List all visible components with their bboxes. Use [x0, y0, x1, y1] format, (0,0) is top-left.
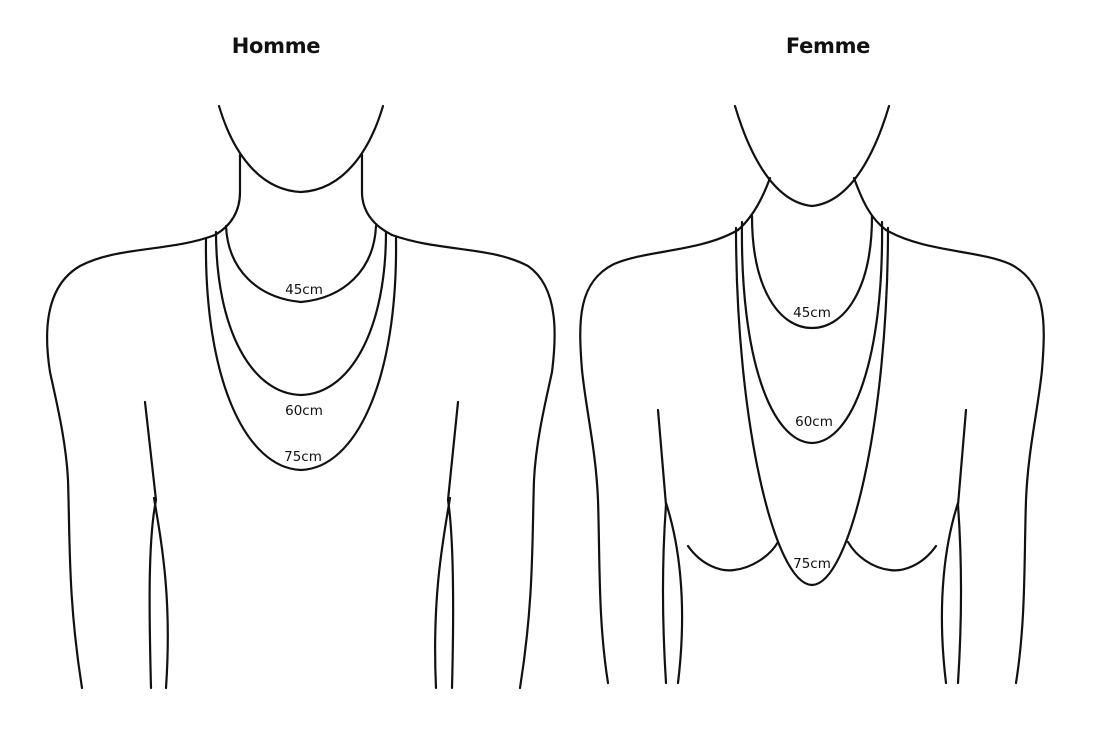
male-torso-diagram: 45cm 60cm 75cm	[46, 104, 556, 690]
necklace-75cm	[734, 226, 890, 587]
shoulder-left-outline	[46, 233, 217, 690]
chin-outline	[733, 104, 891, 208]
female-torso-diagram: 45cm 60cm 75cm	[579, 104, 1045, 685]
neck-right-outline	[360, 153, 394, 237]
inner-arm-left-line	[143, 400, 158, 690]
bust-line-right	[846, 540, 938, 572]
necklace-60cm	[740, 220, 884, 445]
inner-arm-left-contour	[664, 501, 684, 685]
shoulder-right-outline	[884, 228, 1045, 685]
necklace-label-60cm: 60cm	[795, 414, 833, 430]
necklace-60cm	[214, 230, 388, 397]
shoulder-right-outline	[390, 233, 556, 690]
figure-homme: Homme 45cm 60cm 75cm	[46, 34, 556, 690]
inner-arm-left-line	[656, 408, 668, 685]
necklace-label-75cm: 75cm	[284, 449, 322, 465]
necklace-label-45cm: 45cm	[285, 282, 323, 298]
necklace-label-75cm: 75cm	[793, 556, 831, 572]
neck-left-outline	[213, 153, 242, 237]
necklace-45cm	[750, 214, 874, 330]
necklace-75cm	[204, 236, 398, 472]
figure-femme: Femme 45cm 60cm 75cm	[552, 0, 1104, 744]
necklace-label-45cm: 45cm	[793, 305, 831, 321]
figure-title-femme: Femme	[785, 34, 871, 58]
inner-arm-right-line	[956, 408, 968, 685]
inner-arm-right-line	[446, 400, 460, 690]
inner-arm-right-contour	[433, 496, 452, 690]
inner-arm-left-contour	[152, 496, 169, 690]
necklace-label-60cm: 60cm	[285, 403, 323, 419]
necklace-45cm	[224, 224, 378, 304]
bust-line-left	[686, 540, 780, 572]
figure-title-homme: Homme	[231, 34, 321, 58]
shoulder-left-outline	[579, 228, 740, 685]
inner-arm-right-contour	[940, 501, 960, 685]
chin-outline	[217, 104, 385, 194]
